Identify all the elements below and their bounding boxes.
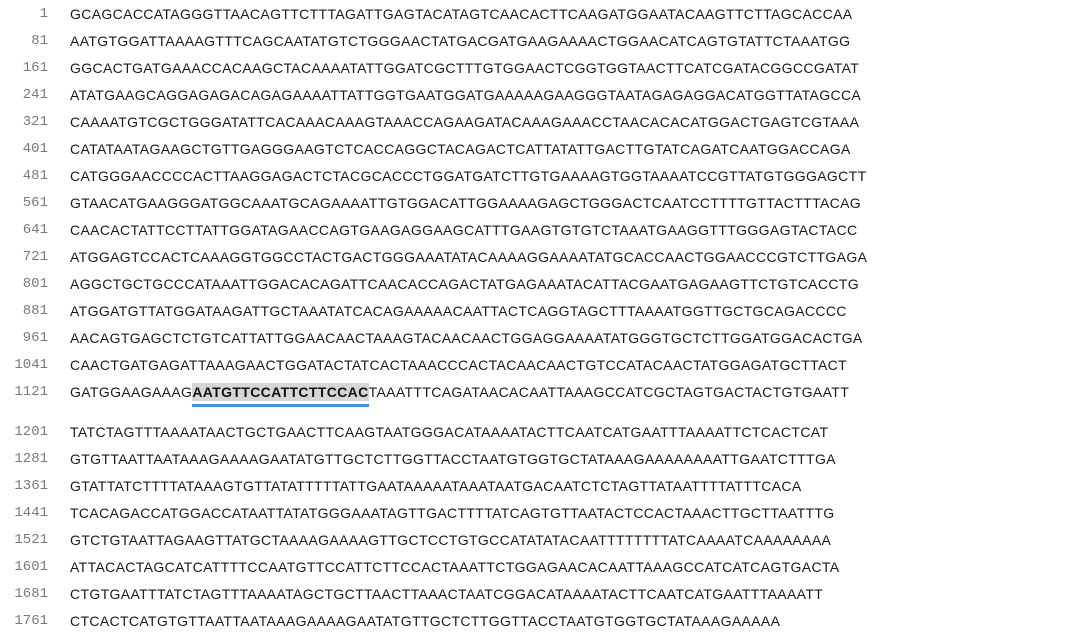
sequence-text[interactable]: GTGTTAATTAATAAAGAAAAGAATATGTTGCTCTTGGTTA… bbox=[70, 451, 836, 467]
sequence-text[interactable]: CTCACTCATGTGTTAATTAATAAAGAAAAGAATATGTTGC… bbox=[70, 613, 781, 629]
sequence-text-with-selection[interactable]: GATGGAAGAAAGAATGTTCCATTCTTCCAC TAAATTTCAG… bbox=[70, 383, 850, 407]
position-number: 801 bbox=[22, 276, 48, 292]
sequence-text[interactable]: GGCACTGATGAAACCACAAGCTACAAAATATTGGATCGCT… bbox=[70, 60, 860, 76]
position-number: 81 bbox=[31, 33, 48, 49]
sequence-text[interactable]: GTATTATCTTTTATAAAGTGTTATATTTTTATTGAATAAA… bbox=[70, 478, 802, 494]
sequence-text[interactable]: CAAAATGTCGCTGGGATATTCACAAACAAAGTAAACCAGA… bbox=[70, 114, 860, 130]
sequence-text[interactable]: CAACTGATGAGATTAAAGAACTGGATACTATCACTAAACC… bbox=[70, 357, 848, 373]
sequence-text[interactable]: AGGCTGCTGCCCATAAATTGGACACAGATTCAACACCAGA… bbox=[70, 276, 859, 292]
sequence-text[interactable]: TATCTAGTTTAAAATAACTGCTGAACTTCAAGTAATGGGA… bbox=[70, 424, 829, 440]
position-number: 641 bbox=[22, 222, 48, 238]
position-number: 1521 bbox=[14, 532, 48, 548]
sequence-before-selection: GATGGAAGAAAG bbox=[70, 384, 193, 400]
position-number: 1201 bbox=[14, 424, 48, 440]
sequence-text[interactable]: GTCTGTAATTAGAAGTTATGCTAAAAGAAAAGTTGCTCCT… bbox=[70, 532, 832, 548]
sequence-text[interactable]: ATTACACTAGCATCATTTTCCAATGTTCCATTCTTCCACT… bbox=[70, 559, 840, 575]
position-number: 321 bbox=[22, 114, 48, 130]
sequence-text[interactable]: CATATAATAGAAGCTGTTGAGGGAAGTCTCACCAGGCTAC… bbox=[70, 141, 851, 157]
selected-primer-text: AATGTTCCATTCTTCCAC bbox=[192, 384, 369, 400]
sequence-text[interactable]: ATGGAGTCCACTCAAAGGTGGCCTACTGACTGGGAAATAT… bbox=[70, 249, 868, 265]
sequence-text[interactable]: ATGGATGTTATGGATAAGATTGCTAAATATCACAGAAAAA… bbox=[70, 303, 847, 319]
position-number: 161 bbox=[22, 60, 48, 76]
position-number: 961 bbox=[22, 330, 48, 346]
position-number: 401 bbox=[22, 141, 48, 157]
sequence-after-selection: TAAATTTCAGATAACACAATTAAAGCCATCGCTAGTGACT… bbox=[368, 384, 850, 400]
sequence-text[interactable]: AATGTGGATTAAAAGTTTCAGCAATATGTCTGGGAACTAT… bbox=[70, 33, 851, 49]
position-number: 1441 bbox=[14, 505, 48, 521]
position-number: 1761 bbox=[14, 613, 48, 629]
position-number: 881 bbox=[22, 303, 48, 319]
sequence-text[interactable]: CTGTGAATTTATCTAGTTTAAAATAGCTGCTTAACTTAAA… bbox=[70, 586, 824, 602]
position-number: 1601 bbox=[14, 559, 48, 575]
position-number: 721 bbox=[22, 249, 48, 265]
position-number: 241 bbox=[22, 87, 48, 103]
position-number: 1041 bbox=[14, 357, 48, 373]
selection-underline bbox=[192, 404, 369, 407]
sequence-text[interactable]: TCACAGACCATGGACCATAATTATATGGGAAATAGTTGAC… bbox=[70, 505, 835, 521]
selected-primer-sequence[interactable]: AATGTTCCATTCTTCCAC bbox=[192, 383, 369, 407]
sequence-text[interactable]: GCAGCACCATAGGGTTAACAGTTCTTTAGATTGAGTACAT… bbox=[70, 6, 853, 22]
position-number: 1681 bbox=[14, 586, 48, 602]
position-number: 1361 bbox=[14, 478, 48, 494]
position-number: 1 bbox=[39, 6, 48, 22]
sequence-text[interactable]: ATATGAAGCAGGAGAGACAGAGAAAATTATTGGTGAATGG… bbox=[70, 87, 862, 103]
sequence-text[interactable]: CATGGGAACCCCACTTAAGGAGACTCTACGCACCCTGGAT… bbox=[70, 168, 867, 184]
sequence-text[interactable]: AACAGTGAGCTCTGTCATTATTGGAACAACTAAAGTACAA… bbox=[70, 330, 863, 346]
position-number: 1281 bbox=[14, 451, 48, 467]
sequence-text[interactable]: GTAACATGAAGGGATGGCAAATGCAGAAAATTGTGGACAT… bbox=[70, 195, 862, 211]
position-number: 1121 bbox=[14, 384, 48, 400]
position-number: 481 bbox=[22, 168, 48, 184]
position-number: 561 bbox=[22, 195, 48, 211]
sequence-text[interactable]: CAACACTATTCCTTATTGGATAGAACCAGTGAAGAGGAAG… bbox=[70, 222, 858, 238]
